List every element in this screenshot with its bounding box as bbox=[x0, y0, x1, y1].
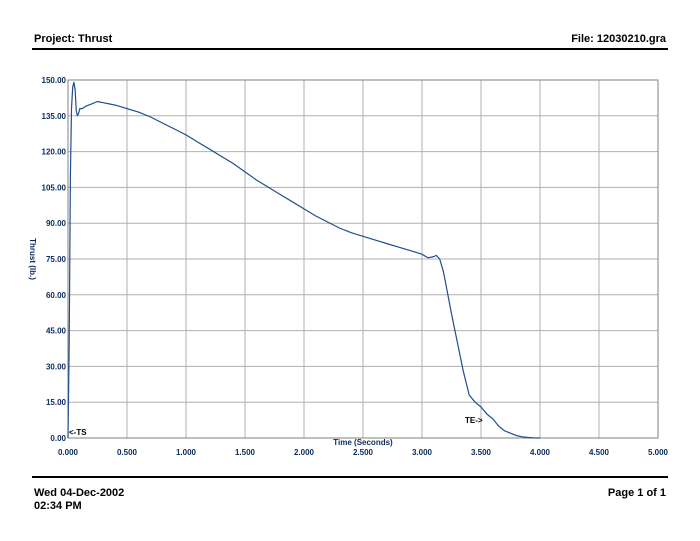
annotations: <-TS TE-> bbox=[69, 416, 483, 437]
header-divider bbox=[32, 48, 668, 50]
project-title: Project: Thrust bbox=[34, 33, 113, 45]
grid-layer bbox=[67, 79, 659, 439]
marker-ts: <-TS bbox=[69, 428, 87, 437]
plot-frame bbox=[67, 79, 659, 439]
x-axis-ticks: 0.000 0.500 1.000 1.500 2.000 2.500 3.000 3.500… bbox=[58, 448, 669, 457]
y-tick-label: 30.00 bbox=[46, 362, 67, 371]
y-tick-label: 0.00 bbox=[50, 434, 66, 443]
series-line-thrust bbox=[67, 81, 541, 439]
y-axis-label: Thrust (lb.) bbox=[28, 238, 37, 280]
x-tick-label: 0.500 bbox=[117, 448, 138, 457]
x-tick-label: 2.000 bbox=[294, 448, 315, 457]
x-axis-label: Time (Seconds) bbox=[333, 438, 393, 447]
x-tick-label: 4.000 bbox=[530, 448, 551, 457]
footer-time: 02:34 PM bbox=[34, 500, 82, 512]
x-tick-label: 4.500 bbox=[589, 448, 610, 457]
y-tick-label: 45.00 bbox=[46, 327, 67, 336]
x-tick-label: 0.000 bbox=[58, 448, 79, 457]
x-tick-label: 2.500 bbox=[353, 448, 374, 457]
footer-date: Wed 04-Dec-2002 bbox=[34, 487, 125, 499]
footer-divider bbox=[32, 476, 668, 478]
footer-datetime: Wed 04-Dec-2002 02:34 PM bbox=[34, 487, 124, 513]
y-tick-label: 150.00 bbox=[42, 76, 67, 85]
marker-te: TE-> bbox=[465, 416, 483, 425]
x-tick-label: 5.000 bbox=[648, 448, 669, 457]
y-tick-label: 105.00 bbox=[42, 183, 67, 192]
x-tick-label: 3.000 bbox=[412, 448, 433, 457]
y-tick-label: 15.00 bbox=[46, 398, 67, 407]
page-number: Page 1 of 1 bbox=[607, 487, 666, 499]
y-tick-label: 90.00 bbox=[46, 219, 67, 228]
x-tick-label: 3.500 bbox=[471, 448, 492, 457]
y-tick-label: 75.00 bbox=[46, 255, 67, 264]
y-tick-label: 120.00 bbox=[42, 148, 67, 157]
y-axis-ticks: 0.00 15.00 30.00 45.00 60.00 75.00 90.00 105.00… bbox=[42, 76, 67, 443]
file-name: File: 12030210.gra bbox=[571, 33, 666, 45]
x-tick-label: 1.000 bbox=[176, 448, 197, 457]
y-tick-label: 60.00 bbox=[46, 291, 67, 300]
x-tick-label: 1.500 bbox=[235, 448, 256, 457]
y-tick-label: 135.00 bbox=[42, 112, 67, 121]
